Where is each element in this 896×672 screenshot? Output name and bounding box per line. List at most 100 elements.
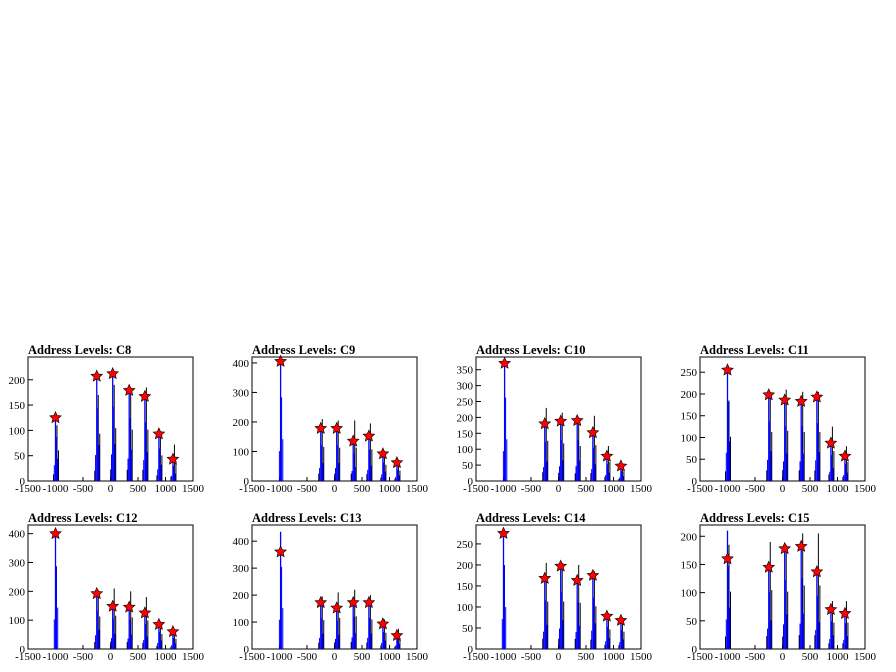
chart-title: Address Levels: C12: [28, 511, 138, 525]
x-tick-label: -500: [745, 483, 766, 495]
peak-marker: [497, 526, 510, 539]
panel-5: Address Levels: C12 0 100 200 300 400 -1500 -10…: [9, 511, 205, 663]
chart-title: Address Levels: C9: [252, 343, 355, 357]
peak-marker: [138, 606, 152, 619]
x-tick-label: 1000: [379, 651, 402, 663]
y-tick-label: 200: [233, 590, 250, 602]
x-tick-label: -1500: [15, 651, 41, 663]
peak-marker: [554, 559, 568, 572]
chart-title: Address Levels: C10: [476, 343, 586, 357]
peak-marker: [721, 363, 734, 376]
x-tick-label: -500: [521, 651, 542, 663]
peak-marker: [794, 539, 808, 552]
x-tick-label: -500: [521, 483, 542, 495]
peak-marker: [794, 394, 808, 407]
peak-marker: [538, 417, 552, 430]
peak-marker: [330, 601, 344, 614]
y-tick-label: 100: [681, 432, 698, 444]
peak-marker: [614, 613, 628, 626]
y-tick-label: 100: [9, 425, 26, 437]
peak-marker: [346, 595, 360, 609]
x-tick-label: -500: [745, 651, 766, 663]
plot-frame: [475, 524, 642, 650]
peak-marker: [538, 571, 552, 584]
y-tick-label: 0: [20, 476, 26, 488]
y-tick-label: 50: [462, 623, 474, 635]
peak-marker: [586, 568, 600, 581]
peak-marker: [314, 421, 328, 434]
x-tick-label: -1500: [687, 651, 713, 663]
x-tick-label: 1000: [603, 483, 626, 495]
x-tick-label: 1000: [155, 483, 178, 495]
chart-title: Address Levels: C15: [700, 511, 810, 525]
peak-marker: [390, 455, 404, 469]
x-tick-label: 500: [802, 483, 819, 495]
x-tick-label: 1500: [406, 483, 429, 495]
peak-marker: [106, 599, 120, 612]
y-tick-label: 0: [692, 476, 698, 488]
y-tick-label: 250: [681, 367, 698, 379]
plot-frame: [251, 356, 418, 482]
peak-marker: [49, 526, 62, 540]
x-tick-label: 0: [108, 651, 114, 663]
x-tick-label: -1000: [491, 483, 517, 495]
peak-marker: [330, 421, 344, 434]
plot-frame: [699, 356, 866, 482]
peak-marker: [824, 602, 838, 616]
peak-marker: [362, 429, 376, 442]
peak-marker: [138, 389, 152, 402]
y-tick-label: 100: [457, 444, 474, 456]
peak-marker: [498, 356, 512, 369]
chart-title: Address Levels: C13: [252, 511, 362, 525]
y-tick-label: 0: [244, 476, 250, 488]
x-tick-label: 1500: [630, 483, 653, 495]
peak-marker: [122, 600, 136, 613]
x-tick-label: -500: [73, 483, 94, 495]
x-tick-label: 0: [332, 483, 338, 495]
peak-marker: [810, 390, 824, 403]
peak-marker: [166, 452, 180, 465]
y-tick-label: 100: [233, 617, 250, 629]
panel-4: Address Levels: C11050100150200250-1500-…: [681, 343, 877, 495]
peak-marker: [376, 617, 390, 630]
y-tick-label: 150: [457, 428, 474, 440]
y-tick-label: 350: [457, 365, 474, 377]
y-tick-label: 0: [468, 644, 474, 656]
y-tick-label: 300: [233, 563, 250, 575]
panel-2: Address Levels: C9 0 100 200 300 400 -1500 -100…: [233, 343, 429, 495]
x-tick-label: 0: [556, 483, 562, 495]
x-tick-label: -1000: [43, 651, 69, 663]
peak-marker: [838, 449, 852, 462]
x-tick-label: -1500: [687, 483, 713, 495]
x-tick-label: 1000: [827, 483, 850, 495]
y-tick-label: 100: [457, 602, 474, 614]
y-tick-label: 100: [233, 446, 250, 458]
y-tick-label: 150: [457, 581, 474, 593]
x-tick-label: -1000: [267, 651, 293, 663]
y-tick-label: 150: [681, 411, 698, 423]
peak-marker: [362, 595, 376, 609]
x-tick-label: 0: [108, 483, 114, 495]
peak-marker: [122, 383, 136, 396]
peak-marker: [49, 410, 62, 424]
peak-marker: [90, 586, 104, 600]
y-tick-label: 100: [9, 615, 26, 627]
peak-marker: [152, 617, 166, 630]
peak-marker: [314, 595, 328, 609]
x-tick-label: 1500: [854, 483, 877, 495]
x-tick-label: 500: [354, 651, 371, 663]
y-tick-label: 0: [692, 644, 698, 656]
y-tick-label: 0: [244, 644, 250, 656]
x-tick-label: -500: [297, 483, 318, 495]
y-tick-label: 0: [468, 476, 474, 488]
peak-marker: [106, 366, 120, 380]
peak-marker: [762, 560, 776, 573]
peak-marker: [721, 552, 734, 565]
x-tick-label: 1500: [406, 651, 429, 663]
peak-marker: [90, 369, 104, 382]
x-tick-label: 500: [130, 483, 147, 495]
y-tick-label: 200: [681, 389, 698, 401]
y-tick-label: 200: [681, 531, 698, 543]
y-tick-label: 200: [457, 412, 474, 424]
x-tick-label: 1500: [630, 651, 653, 663]
